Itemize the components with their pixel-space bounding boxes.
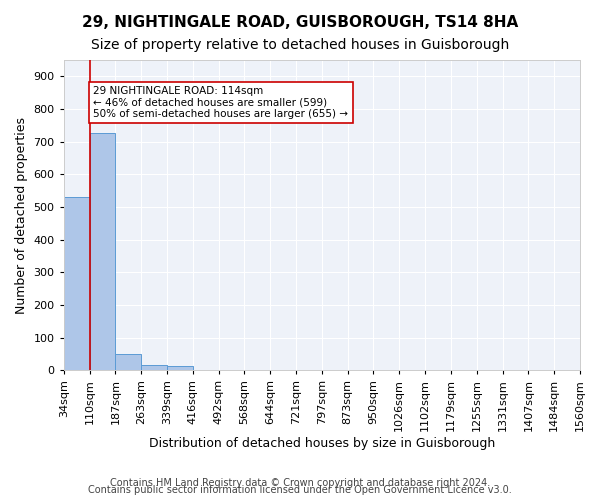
Text: Contains public sector information licensed under the Open Government Licence v3: Contains public sector information licen… bbox=[88, 485, 512, 495]
Text: Contains HM Land Registry data © Crown copyright and database right 2024.: Contains HM Land Registry data © Crown c… bbox=[110, 478, 490, 488]
Bar bbox=[167, 366, 193, 370]
Bar bbox=[89, 132, 115, 370]
Y-axis label: Number of detached properties: Number of detached properties bbox=[15, 116, 28, 314]
Bar bbox=[64, 197, 89, 370]
Bar bbox=[141, 366, 167, 370]
Bar bbox=[115, 354, 141, 370]
Text: 29, NIGHTINGALE ROAD, GUISBOROUGH, TS14 8HA: 29, NIGHTINGALE ROAD, GUISBOROUGH, TS14 … bbox=[82, 15, 518, 30]
Text: Size of property relative to detached houses in Guisborough: Size of property relative to detached ho… bbox=[91, 38, 509, 52]
Text: 29 NIGHTINGALE ROAD: 114sqm
← 46% of detached houses are smaller (599)
50% of se: 29 NIGHTINGALE ROAD: 114sqm ← 46% of det… bbox=[94, 86, 349, 120]
X-axis label: Distribution of detached houses by size in Guisborough: Distribution of detached houses by size … bbox=[149, 437, 495, 450]
